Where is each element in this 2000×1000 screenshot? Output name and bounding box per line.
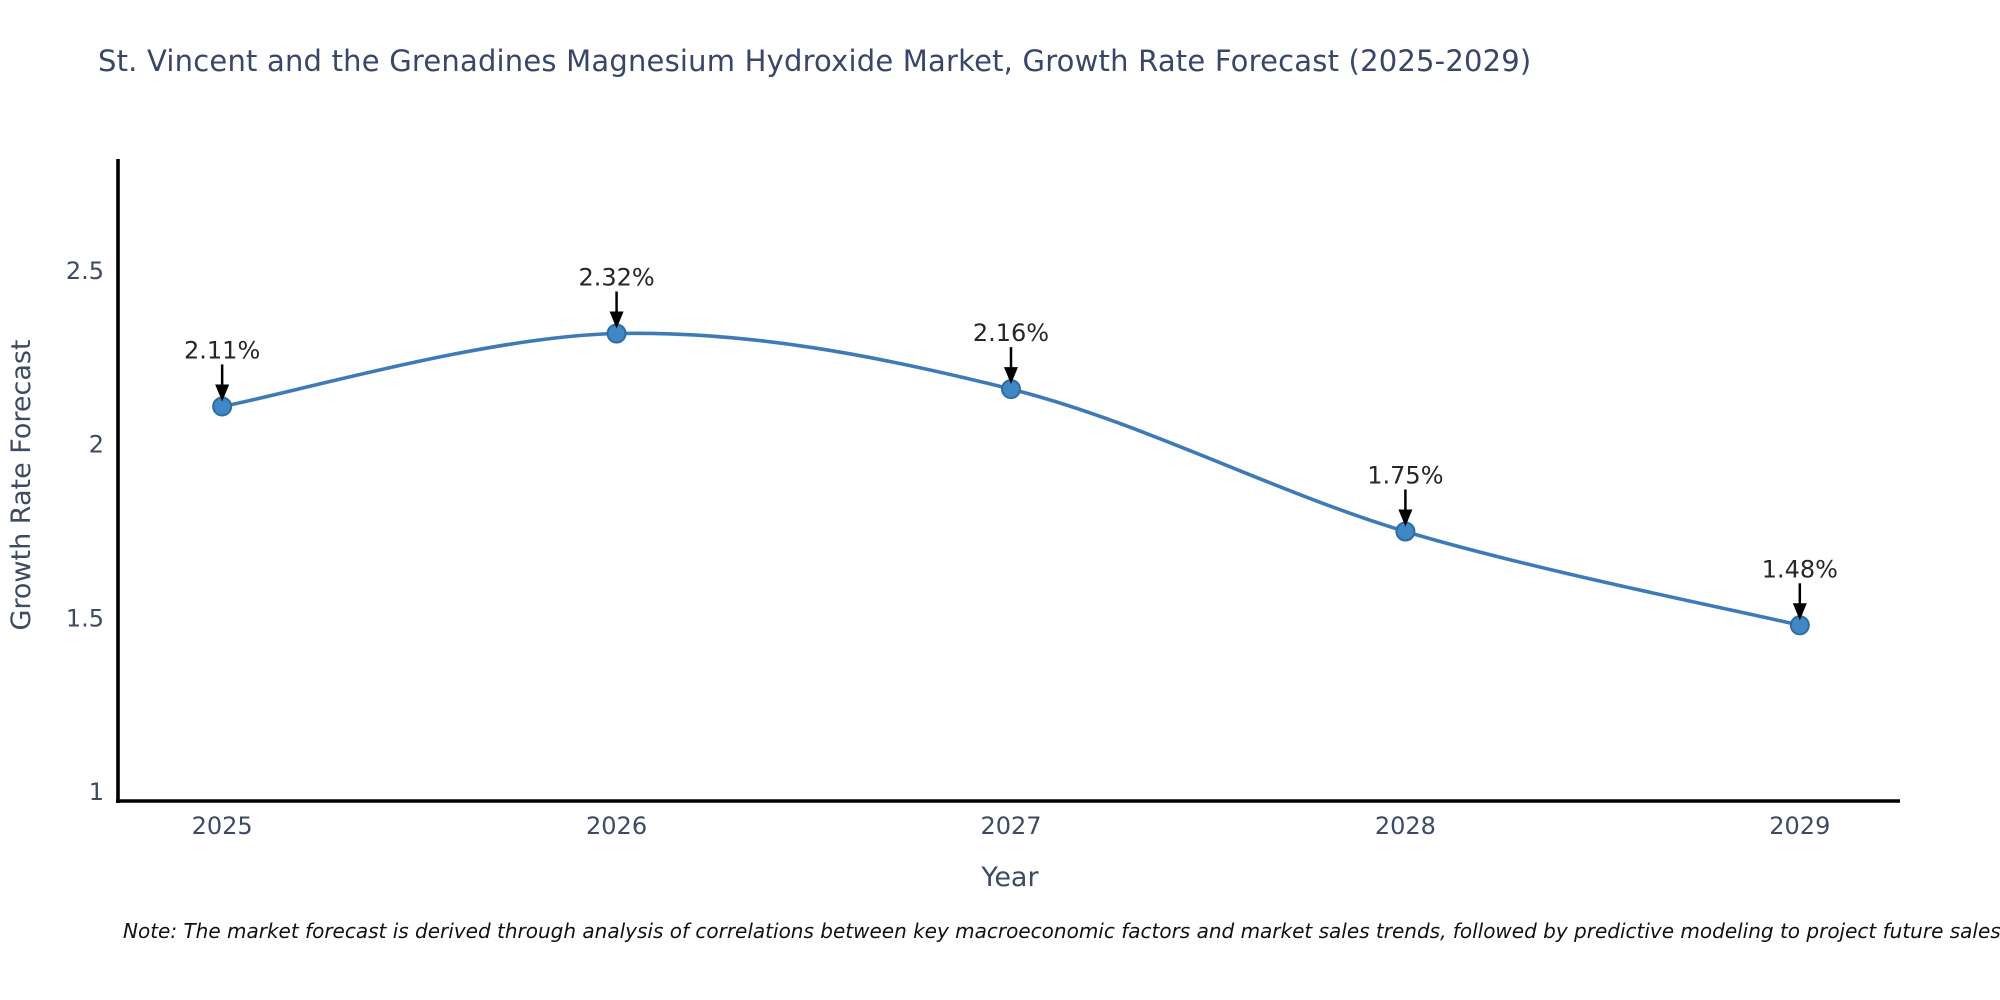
data-point-label: 2.11% [184, 336, 260, 364]
y-tick-label: 1.5 [66, 604, 104, 632]
data-point-label: 1.75% [1367, 461, 1443, 489]
chart-title: St. Vincent and the Grenadines Magnesium… [98, 44, 1532, 78]
x-tick-label: 2029 [1769, 812, 1830, 840]
annotation-arrow-head [1003, 367, 1018, 385]
data-point-label: 2.32% [578, 264, 654, 292]
x-tick-label: 2028 [1375, 812, 1436, 840]
x-axis-title: Year [980, 862, 1039, 893]
y-axis-title: Growth Rate Forecast [6, 339, 37, 630]
data-point-label: 2.16% [973, 319, 1049, 347]
annotation-arrow-head [1398, 509, 1413, 527]
annotation-arrow-head [215, 384, 230, 402]
annotation-arrow-head [1792, 603, 1807, 621]
footnote: Note: The market forecast is derived thr… [123, 919, 2000, 943]
x-tick-label: 2025 [192, 812, 253, 840]
data-point-label: 1.48% [1762, 555, 1838, 583]
annotation-arrow-head [609, 311, 624, 329]
y-tick-label: 2.5 [66, 257, 104, 285]
x-tick-label: 2027 [980, 812, 1041, 840]
y-tick-label: 2 [89, 431, 104, 459]
x-tick-label: 2026 [586, 812, 647, 840]
y-tick-label: 1 [89, 778, 104, 806]
